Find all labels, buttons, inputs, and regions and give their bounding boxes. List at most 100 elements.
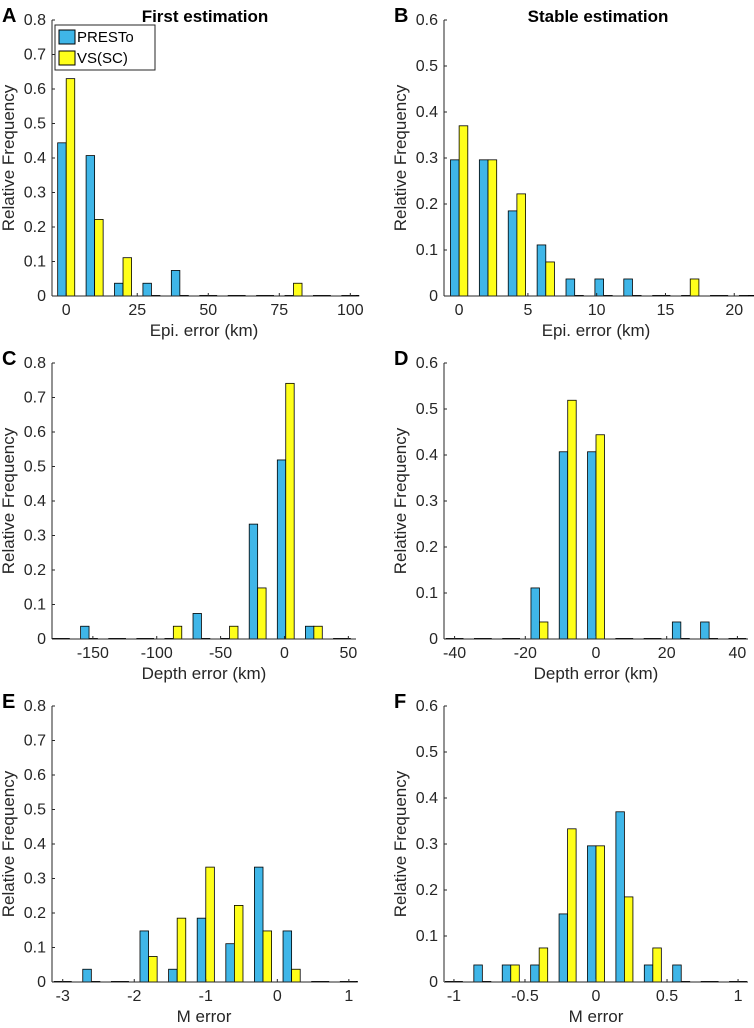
- panel-d-xtick-label-1: -20: [514, 645, 537, 662]
- panel-b-bar-vssc-8: [689, 278, 700, 297]
- panel-c-ytick-label-7: 0.7: [24, 390, 46, 407]
- panel-e-bar-presto-3: [139, 930, 149, 983]
- panel-e-bar-vssc-6: [233, 905, 244, 983]
- panel-f-bar-vssc-5: [595, 845, 605, 983]
- panel-c-ylabel: Relative Frequency: [0, 427, 18, 574]
- panel-d-xlabel: Depth error (km): [534, 664, 659, 683]
- panel-e-ytick-label-4: 0.4: [24, 836, 46, 853]
- panel-b-chart: B 0 5 10 15 20 0 0.1 0.2 0.3 0.4 0.5 0.6 Epi. error (…: [391, 5, 754, 340]
- panel-e-ytick-label-3: 0.3: [24, 871, 46, 888]
- panel-e-bar-vssc-8: [291, 968, 301, 983]
- panel-f-bar-presto-3: [530, 964, 540, 983]
- panel-f-bar-presto-2: [501, 964, 512, 983]
- panel-d-xtick-label-4: 40: [728, 645, 746, 662]
- panel-d-xtick-label-2: 0: [592, 645, 601, 662]
- panel-f-bar-presto-6: [615, 811, 625, 983]
- panel-f-xlabel: M error: [569, 1007, 624, 1026]
- panel-b-bar-presto-1: [478, 159, 489, 297]
- panel-a-ytick-label-0: 0: [37, 288, 46, 305]
- panel-c-bar-vssc-8: [285, 382, 295, 640]
- panel-f-xtick-label-1: -0.5: [511, 988, 539, 1005]
- panel-a-ytick-label-4: 0.4: [24, 150, 46, 167]
- panel-a-ytick-label-5: 0.5: [24, 116, 46, 133]
- panel-e-bar-vssc-3: [148, 956, 158, 983]
- panel-d-bar-vssc-5: [595, 434, 605, 640]
- panel-a-bar-presto-2: [114, 282, 124, 297]
- panel-d-xtick-label-3: 20: [658, 645, 676, 662]
- panel-a-bar-presto-1: [85, 155, 96, 297]
- panel-c-ytick-label-2: 0.2: [24, 562, 46, 579]
- panel-b-bar-vssc-0: [458, 125, 469, 297]
- panel-e-ytick-label-7: 0.7: [24, 733, 46, 750]
- panel-f-bar-vssc-6: [624, 896, 634, 983]
- panel-a-xtick-label-3: 75: [270, 302, 288, 319]
- panel-e-ytick-label-1: 0.1: [24, 940, 46, 957]
- panel-d-ytick-label-4: 0.4: [416, 447, 438, 464]
- panel-d-ytick-label-6: 0.6: [416, 355, 438, 372]
- panel-b-xlabel: Epi. error (km): [542, 321, 651, 340]
- panel-b-bar-vssc-1: [487, 159, 498, 297]
- panel-e-letter: E: [2, 691, 15, 713]
- panel-d-xtick-label-0: -40: [443, 645, 466, 662]
- panel-f-ytick-label-1: 0.1: [416, 928, 438, 945]
- panel-e-ytick-label-2: 0.2: [24, 905, 46, 922]
- panel-a-xtick-label-1: 25: [128, 302, 146, 319]
- panel-d-chart: D -40 -20 0 20 40 0 0.1 0.2 0.3 0.4 0.5 0.6 Depth err…: [391, 348, 748, 683]
- panel-c-ytick-label-0: 0: [37, 631, 46, 648]
- panel-a-ytick-label-3: 0.3: [24, 185, 46, 202]
- panel-c-bar-presto-7: [248, 523, 259, 640]
- panel-c-bar-vssc-7: [257, 587, 267, 640]
- column-title-stable: Stable estimation: [528, 7, 669, 26]
- panel-e-bar-presto-5: [196, 917, 207, 983]
- panel-b-ytick-label-3: 0.3: [416, 150, 438, 167]
- panel-e-bar-presto-6: [225, 943, 235, 983]
- panel-b-xtick-label-2: 10: [588, 302, 606, 319]
- panel-a-xtick-label-0: 0: [62, 302, 71, 319]
- panel-a-bar-presto-3: [142, 282, 152, 297]
- panel-b-letter: B: [394, 5, 408, 27]
- panel-c-xtick-label-0: -150: [77, 645, 109, 662]
- panel-c-ytick-label-8: 0.8: [24, 355, 46, 372]
- panel-c-letter: C: [2, 348, 16, 370]
- panel-f-ytick-label-3: 0.3: [416, 836, 438, 853]
- panel-c-xtick-label-2: -50: [209, 645, 232, 662]
- panel-d-bar-vssc-3: [539, 621, 549, 640]
- panel-d-ylabel: Relative Frequency: [391, 427, 410, 574]
- panel-a-bar-vssc-1: [94, 219, 104, 297]
- panel-e-bar-vssc-5: [205, 866, 215, 983]
- panel-a-bar-presto-0: [57, 142, 67, 297]
- panel-d-letter: D: [394, 348, 408, 370]
- panel-b-xtick-label-3: 15: [657, 302, 675, 319]
- panel-c-bar-presto-5: [192, 613, 202, 640]
- panel-a-bar-presto-4: [170, 270, 181, 297]
- panel-e-bar-presto-4: [168, 968, 178, 983]
- panel-d-bar-presto-5: [587, 451, 597, 640]
- panel-c-xtick-label-4: 50: [339, 645, 357, 662]
- panel-e-xtick-label-4: 1: [344, 988, 353, 1005]
- panel-f-letter: F: [394, 691, 406, 713]
- legend-swatch-vssc: [58, 50, 76, 66]
- panel-c-ytick-label-3: 0.3: [24, 528, 46, 545]
- panel-f-xtick-label-2: 0: [592, 988, 601, 1005]
- panel-f-ytick-label-2: 0.2: [416, 882, 438, 899]
- panel-e-bar-presto-8: [282, 930, 293, 983]
- panel-a-bar-vssc-2: [122, 257, 132, 297]
- panel-f-bar-presto-5: [587, 845, 597, 983]
- panel-f-chart: F -1 -0.5 0 0.5 1 0 0.1 0.2 0.3 0.4 0.5 0.6 M error Re…: [391, 691, 748, 1026]
- panel-f-bar-vssc-4: [567, 828, 577, 983]
- panel-a-ytick-label-2: 0.2: [24, 219, 46, 236]
- panel-d-ytick-label-5: 0.5: [416, 401, 438, 418]
- panel-b-bar-presto-6: [623, 278, 633, 297]
- panel-b-bar-presto-3: [536, 244, 547, 297]
- panel-a-ytick-label-7: 0.7: [24, 47, 46, 64]
- panel-b-bar-presto-4: [565, 278, 576, 297]
- panel-c-ytick-label-5: 0.5: [24, 459, 46, 476]
- panel-b-bar-vssc-3: [545, 261, 555, 297]
- legend-swatch-presto: [58, 29, 76, 45]
- panel-b-ylabel: Relative Frequency: [391, 84, 410, 231]
- panel-b-ytick-label-6: 0.6: [416, 12, 438, 29]
- panel-a-chart: A 0 25 50 75 100 0 0.1 0.2 0.3 0.4 0.5 0.6 0.7 0.8 Epi.…: [0, 5, 364, 340]
- panel-b-bar-presto-2: [507, 210, 518, 297]
- panel-b-xtick-label-1: 5: [523, 302, 532, 319]
